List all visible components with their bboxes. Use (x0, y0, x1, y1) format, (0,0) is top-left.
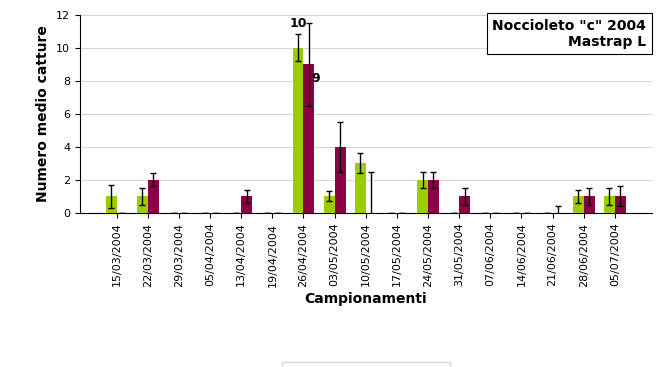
Bar (355, 163, 366, 213)
Bar (293, 48, 303, 213)
Y-axis label: Numero medio catture: Numero medio catture (37, 25, 51, 202)
Bar (604, 196, 615, 213)
Bar (137, 196, 148, 213)
X-axis label: Campionamenti: Campionamenti (305, 292, 427, 306)
Legend: Sano, Malato: Sano, Malato (281, 362, 450, 367)
Bar (417, 180, 428, 213)
Bar (459, 196, 470, 213)
Bar (573, 196, 584, 213)
Bar (584, 196, 595, 213)
Bar (324, 196, 334, 213)
Bar (615, 196, 626, 213)
Bar (428, 180, 439, 213)
Bar (334, 147, 346, 213)
Bar (148, 180, 159, 213)
Text: 10: 10 (289, 17, 307, 30)
Text: Noccioleto "c" 2004
Mastrap L: Noccioleto "c" 2004 Mastrap L (492, 19, 646, 49)
Bar (106, 196, 116, 213)
Bar (241, 196, 252, 213)
Bar (303, 64, 315, 213)
Text: 9: 9 (311, 73, 320, 86)
